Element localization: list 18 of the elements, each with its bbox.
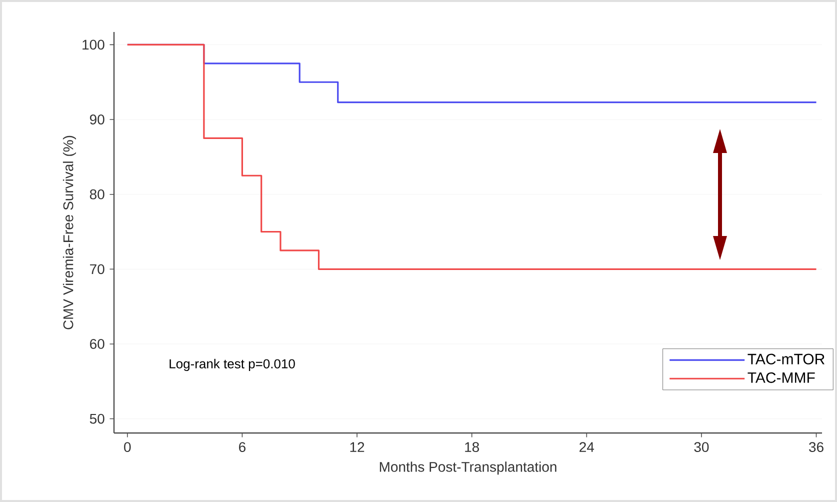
y-tick-label: 100 [82, 40, 104, 50]
y-tick-label: 70 [90, 264, 104, 274]
y-axis-title: CMV Viremia-Free Survival (%) [62, 136, 76, 330]
annotation: Log-rank test p=0.010 [170, 358, 295, 371]
legend-label: TAC-MMF [748, 372, 815, 383]
x-tick-label: 0 [124, 442, 131, 452]
y-tick-label: 80 [90, 189, 104, 200]
y-tick-label: 50 [90, 414, 104, 424]
legend-label: TAC-mTOR [748, 354, 824, 364]
x-tick-label: 12 [350, 442, 364, 452]
x-tick-label: 24 [580, 442, 594, 452]
x-tick-label: 18 [465, 442, 479, 452]
x-tick-label: 30 [694, 442, 709, 452]
x-tick-label: 6 [239, 442, 246, 452]
x-tick-label: 36 [809, 442, 824, 452]
y-tick-label: 60 [90, 339, 104, 349]
y-tick-label: 90 [90, 114, 104, 124]
x-axis-title: Months Post-Transplantation [380, 462, 556, 475]
